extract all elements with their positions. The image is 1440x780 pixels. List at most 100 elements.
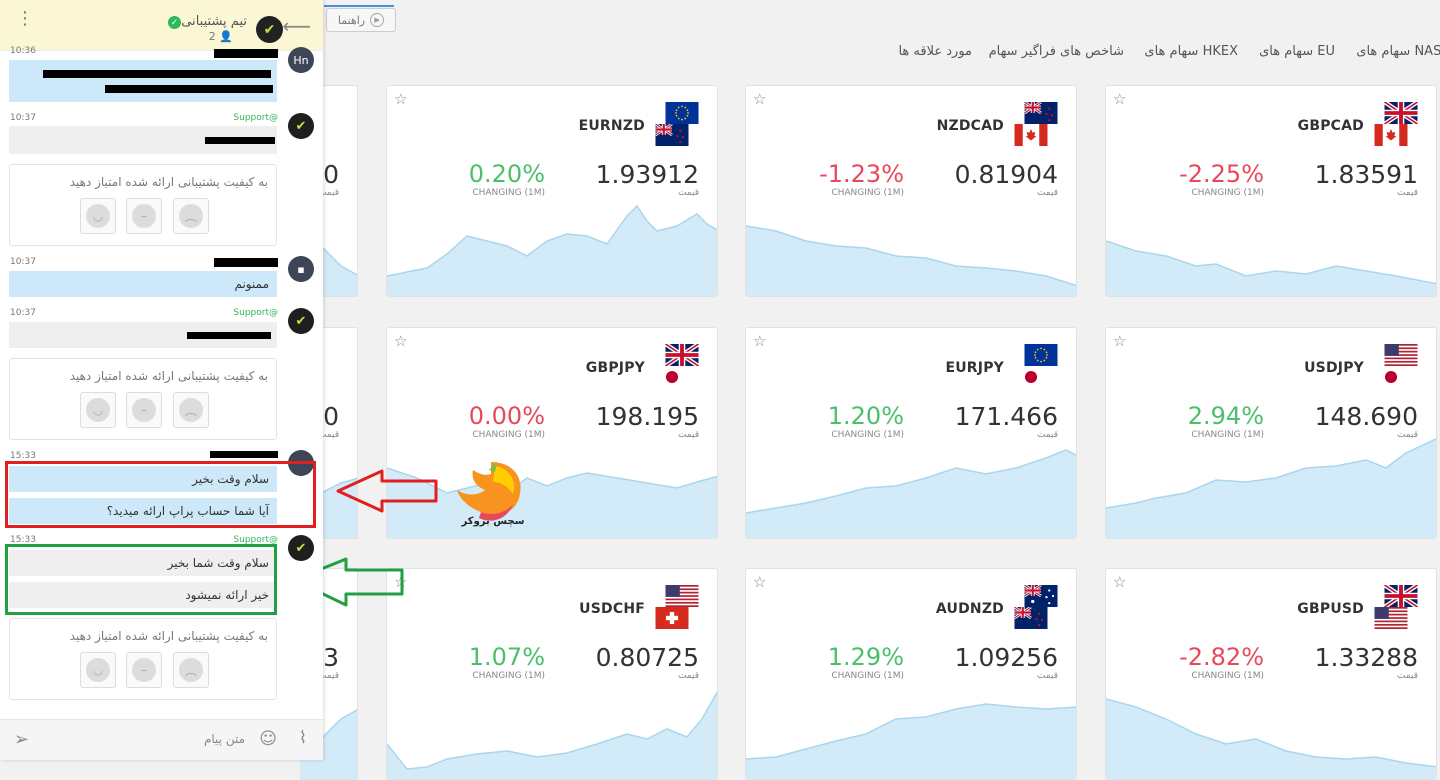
change-value: 2.94%	[1187, 402, 1264, 430]
base-flag-icon	[1384, 102, 1418, 124]
base-flag-icon	[1024, 585, 1058, 607]
favorite-star-icon[interactable]: ☆	[1113, 332, 1127, 350]
change-label: CHANGING (1M)	[831, 430, 904, 440]
neutral-face-icon[interactable]: –	[126, 392, 162, 428]
favorite-star-icon[interactable]: ☆	[1113, 90, 1127, 108]
base-flag-icon	[665, 344, 699, 366]
emoji-icon[interactable]: ☺	[259, 729, 277, 749]
price-label: قیمت	[677, 188, 699, 198]
red-highlight-box	[5, 461, 316, 528]
tab-stock-indices[interactable]: شاخص های فراگیر سهام	[988, 44, 1124, 59]
attachment-icon[interactable]: ⌇	[298, 728, 307, 748]
currency-card-gbpjpy[interactable]: ☆ GBPJPY 0.00% CHANGING (1M) 198.195 قیمت	[386, 327, 718, 539]
currency-card-nzdcad[interactable]: ☆ NZDCAD -1.23% CHANGING (1M) 0.81904 قیمت	[745, 85, 1077, 297]
message-time: 10:37	[10, 113, 36, 123]
currency-card-gbpusd[interactable]: ☆ GBPUSD -2.82% CHANGING (1M) 1.33288 قیمت	[1105, 568, 1437, 780]
sad-face-icon[interactable]: ︵	[173, 198, 209, 234]
more-options-icon[interactable]: ⋮	[16, 8, 34, 29]
price-label: قیمت	[1036, 188, 1058, 198]
rating-widget: به کیفیت پشتیبانی ارائه شده امتیاز دهید …	[9, 164, 277, 246]
favorite-star-icon[interactable]: ☆	[753, 90, 767, 108]
user-message-bubble	[9, 60, 277, 102]
neutral-face-icon[interactable]: –	[126, 652, 162, 688]
price-label: قیمت	[677, 671, 699, 681]
currency-symbol: GBPUSD	[1297, 601, 1364, 617]
message-time: 10:37	[10, 257, 36, 267]
tab-nasdaq[interactable]: سهام های NASDAQ	[1356, 44, 1440, 59]
currency-symbol: EURJPY	[945, 360, 1004, 376]
happy-face-icon[interactable]: ◡	[80, 652, 116, 688]
change-value: 0.20%	[468, 160, 545, 188]
sender-name: Support@	[233, 535, 278, 545]
quote-flag-icon	[655, 607, 689, 629]
support-logo-icon: ✔	[256, 16, 283, 43]
quote-flag-icon	[655, 366, 689, 388]
change-value: -1.23%	[819, 160, 904, 188]
base-flag-icon	[1384, 585, 1418, 607]
price-value: 1.93912	[595, 160, 699, 189]
tab-favorites[interactable]: مورد علاقه ها	[898, 44, 972, 59]
back-arrow-icon[interactable]: ⟵	[282, 14, 311, 38]
user-avatar: Hn	[288, 47, 314, 73]
neutral-face-icon[interactable]: –	[126, 198, 162, 234]
price-value: 148.690	[1314, 402, 1418, 431]
support-message-bubble	[9, 126, 277, 154]
guide-label: راهنما	[337, 13, 366, 27]
quote-flag-icon	[1374, 607, 1408, 629]
currency-card-usdjpy[interactable]: ☆ USDJPY 2.94% CHANGING (1M) 148.690 قیمت	[1105, 327, 1437, 539]
change-value: 1.20%	[827, 402, 904, 430]
quote-flag-icon	[1014, 607, 1048, 629]
user-message-bubble: ممنونم	[9, 271, 277, 297]
favorite-star-icon[interactable]: ☆	[753, 573, 767, 591]
sender-name: Support@	[233, 308, 278, 318]
quote-flag-icon	[655, 124, 689, 146]
favorite-star-icon[interactable]: ☆	[394, 332, 408, 350]
favorite-star-icon[interactable]: ☆	[394, 90, 408, 108]
currency-symbol: EURNZD	[578, 118, 645, 134]
sparkline	[746, 703, 1076, 779]
happy-face-icon[interactable]: ◡	[80, 392, 116, 428]
support-message-bubble: سلام وقت شما بخیر	[9, 550, 277, 576]
sparkline	[1106, 438, 1436, 538]
sad-face-icon[interactable]: ︵	[173, 392, 209, 428]
green-highlight-box	[5, 544, 277, 615]
message-time: 15:33	[10, 451, 36, 461]
change-label: CHANGING (1M)	[472, 671, 545, 681]
sparkline	[387, 204, 717, 296]
currency-card-audnzd[interactable]: ☆ AUDNZD 1.29% CHANGING (1M) 1.09256 قیمت	[745, 568, 1077, 780]
redacted-text	[210, 451, 278, 458]
currency-card-usdchf[interactable]: ☆ USDCHF 1.07% CHANGING (1M) 0.80725 قیمت	[386, 568, 718, 780]
user-message-bubble: سلام وقت بخیر	[9, 466, 277, 492]
sad-face-icon[interactable]: ︵	[173, 652, 209, 688]
favorite-star-icon[interactable]: ☆	[753, 332, 767, 350]
rating-prompt: به کیفیت پشتیبانی ارائه شده امتیاز دهید	[69, 629, 268, 643]
quote-flag-icon	[1374, 366, 1408, 388]
currency-card-eurnzd[interactable]: ☆ EURNZD 0.20% CHANGING (1M) 1.93912 قیمت	[386, 85, 718, 297]
broker-logo-text: سچس بروکر	[461, 516, 525, 527]
price-label: قیمت	[317, 188, 339, 198]
price-value: 0.81904	[954, 160, 1058, 189]
price-label: قیمت	[317, 671, 339, 681]
send-icon[interactable]: ➢	[14, 729, 30, 750]
price-label: قیمت	[677, 430, 699, 440]
price-label: قیمت	[1036, 671, 1058, 681]
sender-name: Support@	[233, 113, 278, 123]
member-count-value: 2	[208, 30, 216, 43]
sparkline	[1106, 698, 1436, 779]
currency-card-eurjpy[interactable]: ☆ EURJPY 1.20% CHANGING (1M) 171.466 قیمت	[745, 327, 1077, 539]
tab-eu[interactable]: سهام های EU	[1259, 44, 1335, 59]
chat-header: ⟵ ✔ تیم پشتیبانی ✓ 2 👤 ⋮	[0, 0, 323, 51]
tab-hkex[interactable]: سهام های HKEX	[1144, 44, 1238, 59]
message-input[interactable]: متن پیام	[203, 732, 245, 746]
change-label: CHANGING (1M)	[831, 188, 904, 198]
currency-card-gbpcad[interactable]: ☆ GBPCAD -2.25% CHANGING (1M) 1.83591 قیمت	[1105, 85, 1437, 297]
change-value: 1.29%	[827, 643, 904, 671]
happy-face-icon[interactable]: ◡	[80, 198, 116, 234]
price-value: 1.33288	[1314, 643, 1418, 672]
change-label: CHANGING (1M)	[1191, 430, 1264, 440]
partial-price: 3	[323, 643, 339, 672]
guide-button[interactable]: راهنما ▶	[326, 8, 396, 32]
redacted-text	[214, 258, 278, 267]
favorite-star-icon[interactable]: ☆	[1113, 573, 1127, 591]
message-time: 15:33	[10, 535, 36, 545]
